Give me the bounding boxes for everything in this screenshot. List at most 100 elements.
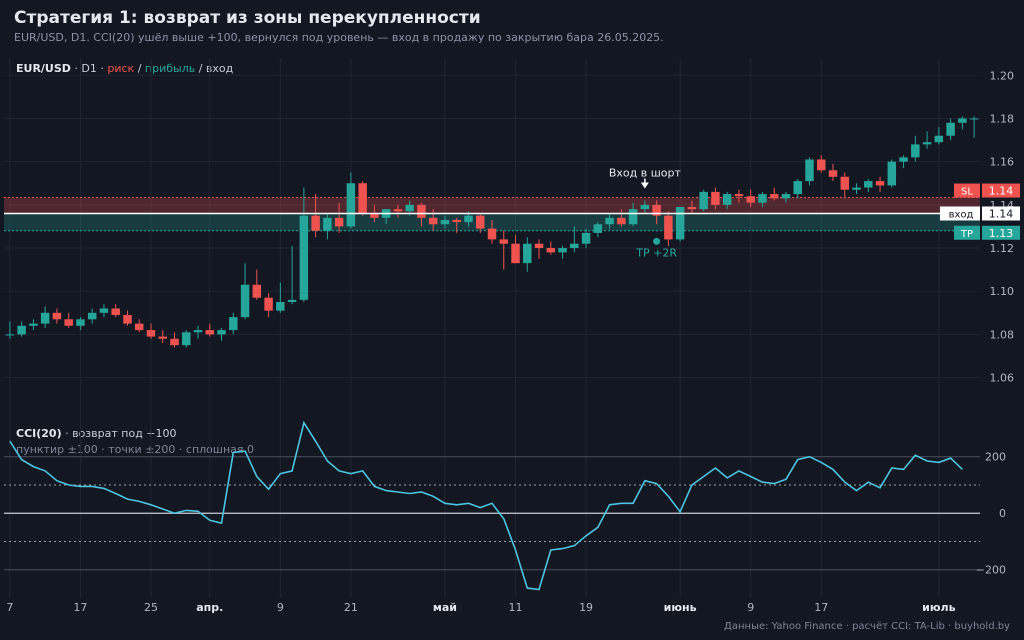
candle-body	[711, 191, 720, 205]
x-tick-label: май	[433, 601, 457, 614]
x-tick-label: 25	[144, 601, 158, 614]
candle-body	[946, 122, 955, 136]
candle-body	[558, 248, 567, 253]
x-tick-label: 17	[73, 601, 87, 614]
sl-tag-label: SL	[961, 187, 973, 198]
tp-tag-value-bg	[982, 225, 1020, 240]
candle-body	[864, 181, 873, 188]
candle-body	[675, 207, 685, 240]
candle-body	[769, 194, 779, 199]
candle-body	[240, 284, 250, 318]
x-tick-label: 21	[344, 601, 358, 614]
candle-body	[781, 194, 791, 199]
legend-slash-2: /	[195, 62, 206, 75]
x-tick-label: апр.	[196, 601, 223, 614]
candle-body	[417, 204, 426, 218]
candle-body	[64, 319, 73, 326]
cci-legend-desc: · возврат под +100	[61, 427, 177, 440]
candle-body	[40, 312, 50, 324]
candle-body	[229, 317, 238, 331]
candle-body	[170, 338, 179, 346]
candle-body	[499, 239, 508, 244]
chart-subtitle: EUR/USD, D1. CCI(20) ушёл выше +100, вер…	[14, 31, 664, 44]
candle-body	[640, 204, 650, 210]
candle-body	[370, 213, 379, 218]
candle-body	[817, 159, 826, 171]
candle-body	[511, 243, 520, 264]
candle-body	[887, 161, 897, 186]
x-tick-label: 9	[277, 601, 284, 614]
cci-y-tick-label: 200	[985, 451, 1006, 464]
candle-body	[358, 183, 367, 214]
candle-body	[699, 191, 708, 210]
candle-body	[311, 215, 320, 231]
candle-body	[452, 219, 461, 223]
candle-body	[428, 217, 438, 225]
sl-tag-value: 1.14	[989, 185, 1014, 198]
candle-body	[593, 224, 603, 233]
candle-body	[581, 232, 591, 244]
risk-zone	[4, 197, 980, 214]
x-tick-label: июнь	[664, 601, 697, 614]
candle-body	[193, 330, 203, 333]
candle-body	[546, 248, 556, 253]
candle-body	[182, 332, 191, 346]
candle-body	[205, 330, 215, 335]
entry-tag-label-bg	[940, 206, 980, 221]
sl-tag-label-bg	[954, 183, 980, 198]
candle-body	[17, 325, 26, 335]
candle-body	[346, 183, 356, 227]
candle-body	[758, 194, 767, 203]
candle-body	[146, 330, 156, 337]
candle-body	[299, 215, 309, 300]
candle-body	[76, 319, 85, 326]
x-tick-label: 17	[814, 601, 828, 614]
legend-slash-1: /	[134, 62, 145, 75]
candle-body	[969, 118, 979, 120]
cci-y-tick-label: 0	[999, 507, 1006, 520]
legend-timeframe: · D1 ·	[70, 62, 108, 75]
price-y-tick-label: 1.06	[990, 372, 1015, 385]
candle-body	[805, 159, 814, 182]
legend-symbol: EUR/USD	[16, 62, 71, 75]
tp-tag-label-bg	[954, 225, 980, 240]
candle-body	[746, 196, 755, 203]
x-tick-label: 11	[509, 601, 523, 614]
candle-body	[334, 217, 344, 227]
price-y-tick-label: 1.12	[990, 242, 1015, 255]
price-y-tick-label: 1.16	[990, 156, 1015, 169]
x-tick-label: 9	[747, 601, 754, 614]
price-y-tick-label: 1.10	[990, 285, 1015, 298]
x-tick-label: 7	[6, 601, 13, 614]
cci-y-tick-label: −200	[976, 564, 1006, 577]
cci-line	[9, 420, 963, 591]
cci-legend-name: CCI(20)	[16, 427, 62, 440]
candle-body	[617, 217, 626, 225]
candle-body	[52, 312, 62, 320]
candle-body	[217, 330, 226, 335]
candle-body	[158, 336, 167, 339]
candle-body	[264, 297, 273, 311]
candle-body	[487, 228, 497, 240]
candle-body	[29, 323, 38, 326]
candle-body	[934, 135, 944, 143]
candle-body	[405, 204, 414, 212]
cci-legend-hint: пунктир ±100 · точки ±200 · сплошная 0	[16, 443, 255, 456]
entry-tag-value-bg	[982, 206, 1020, 221]
chart-title: Стратегия 1: возврат из зоны перекупленн…	[14, 8, 481, 28]
data-source-footer: Данные: Yahoo Finance · расчёт CCI: TA-L…	[724, 621, 1010, 632]
candle-body	[440, 219, 450, 225]
entry-tag-value: 1.14	[989, 207, 1014, 220]
candle-body	[99, 308, 109, 313]
candle-body	[958, 118, 967, 123]
candle-body	[722, 194, 732, 205]
candle-body	[570, 243, 579, 249]
candle-body	[652, 204, 661, 216]
candle-body	[911, 144, 920, 158]
candle-body	[87, 312, 97, 320]
candle-body	[793, 181, 802, 195]
legend-profit: прибыль	[144, 62, 196, 75]
candle-body	[875, 181, 885, 186]
candle-body	[123, 314, 132, 324]
